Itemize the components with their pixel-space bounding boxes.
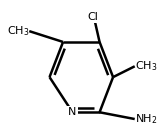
Text: N: N xyxy=(68,107,77,117)
Text: Cl: Cl xyxy=(87,12,98,22)
Text: CH$_3$: CH$_3$ xyxy=(7,24,29,38)
Text: NH$_2$: NH$_2$ xyxy=(135,112,157,126)
Text: CH$_3$: CH$_3$ xyxy=(135,59,157,73)
